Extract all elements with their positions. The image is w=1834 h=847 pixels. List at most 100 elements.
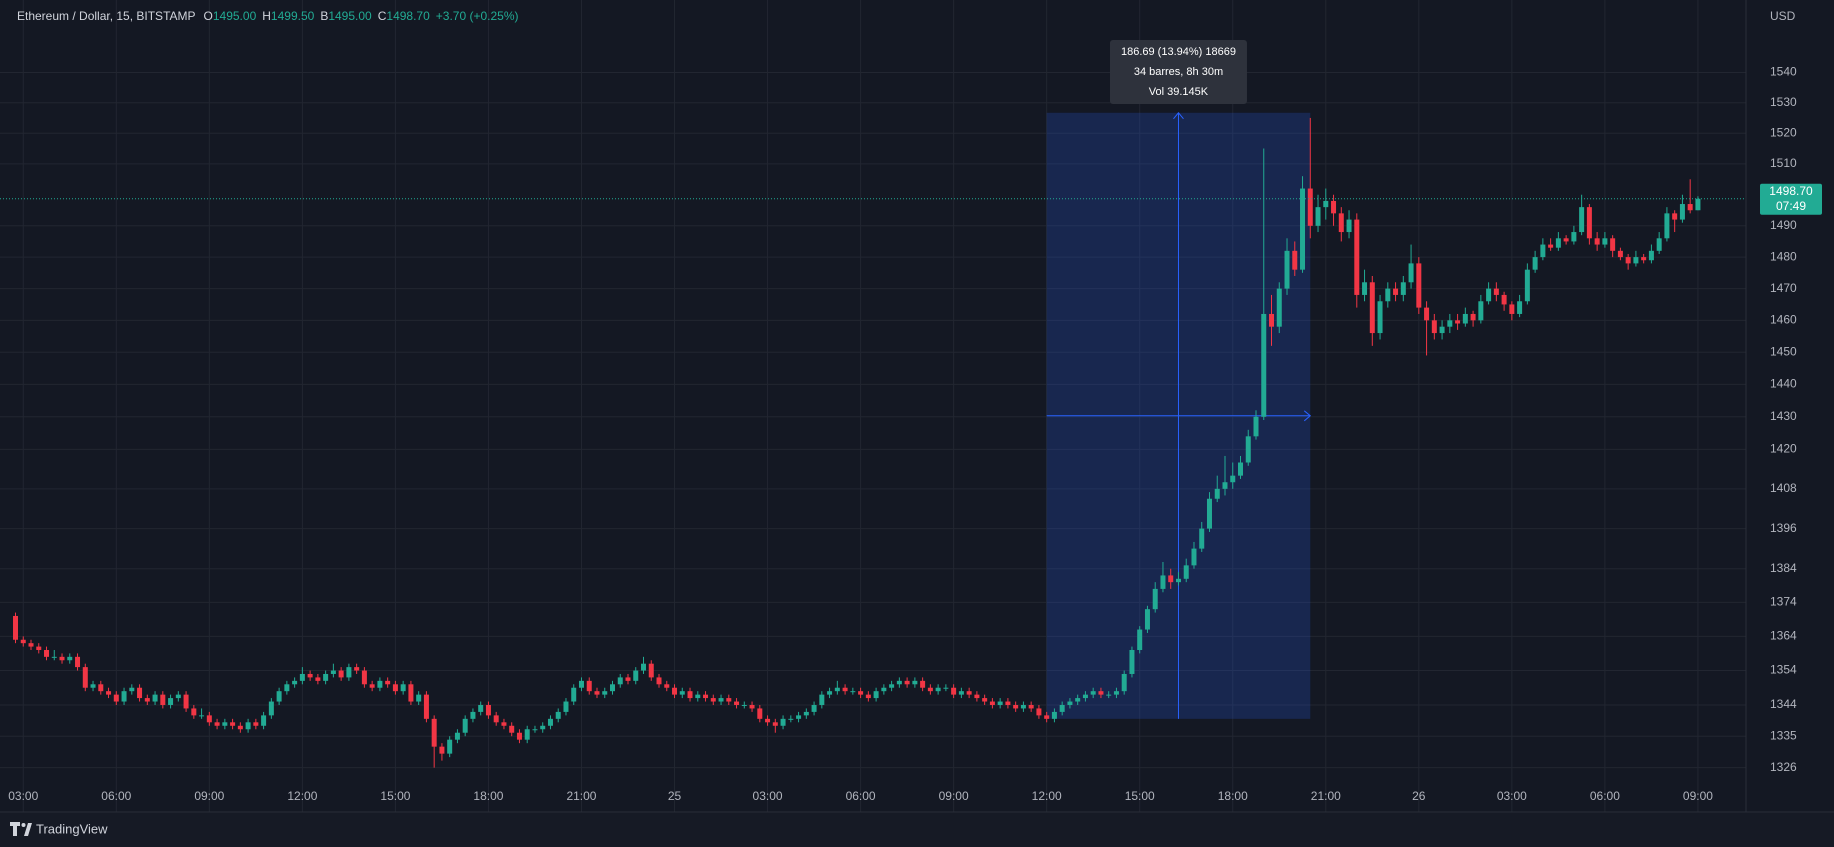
candle-body <box>865 694 871 699</box>
candle-body <box>1113 691 1119 695</box>
candle-body <box>765 718 771 723</box>
candle-body <box>1206 498 1212 529</box>
x-tick-label: 12:00 <box>1032 789 1062 803</box>
candle-body <box>850 691 856 693</box>
candle-body <box>1462 313 1468 324</box>
y-tick-label: 1460 <box>1770 312 1797 326</box>
candle-body <box>369 684 375 688</box>
candle-body <box>966 691 972 695</box>
brand-logo <box>10 822 32 836</box>
o-value: 1495.00 <box>212 9 257 23</box>
candle-body <box>1656 238 1662 251</box>
candle-body <box>1020 704 1026 709</box>
candle-body <box>1338 213 1344 233</box>
y-tick-label: 1450 <box>1770 344 1797 358</box>
change: +3.70 (+0.25%) <box>435 9 519 23</box>
candle-body <box>160 694 166 705</box>
candle-body <box>1121 673 1127 692</box>
candle-body <box>1385 288 1391 302</box>
candle-body <box>1486 288 1492 302</box>
x-tick-label: 21:00 <box>566 789 596 803</box>
candle-body <box>578 680 584 688</box>
candle-body <box>602 691 608 695</box>
x-tick-label: 15:00 <box>1125 789 1155 803</box>
candle-body <box>121 691 127 702</box>
candle-body <box>1137 629 1143 650</box>
candle-body <box>1524 269 1530 302</box>
candle-body <box>1648 250 1654 261</box>
candle-body <box>144 698 150 702</box>
candle-body <box>1369 282 1375 334</box>
candle-body <box>75 656 81 668</box>
candle-body <box>555 711 561 719</box>
candle-body <box>191 708 197 716</box>
measure-text: 186.69 (13.94%) 18669 <box>1121 46 1236 58</box>
candle-body <box>703 694 709 699</box>
y-tick-label: 1344 <box>1770 697 1797 711</box>
candle-body <box>1214 488 1220 499</box>
candle-body <box>935 687 941 692</box>
h-label: H <box>262 9 271 23</box>
candle-body <box>734 701 740 705</box>
candle-body <box>1517 301 1523 314</box>
candle-body <box>106 691 112 695</box>
y-tick-label: 1520 <box>1770 125 1797 139</box>
candle-body <box>1044 715 1050 719</box>
candle-body <box>268 701 274 716</box>
candle-body <box>772 722 778 726</box>
candle-body <box>1633 257 1639 264</box>
x-tick-label: 12:00 <box>287 789 317 803</box>
y-tick-label: 1420 <box>1770 442 1797 456</box>
candle-body <box>1571 232 1577 242</box>
candle-body <box>757 708 763 719</box>
candle-body <box>1548 244 1554 248</box>
candle-body <box>1470 313 1476 321</box>
candle-body <box>1253 416 1259 437</box>
candle-body <box>1331 200 1337 214</box>
candle-body <box>571 687 577 702</box>
candle-body <box>881 687 887 692</box>
x-tick-label: 03:00 <box>1497 789 1527 803</box>
y-tick-label: 1430 <box>1770 409 1797 423</box>
candle-body <box>1431 320 1437 334</box>
candle-body <box>1323 200 1329 208</box>
candle-body <box>1532 257 1538 270</box>
candle-body <box>67 656 73 661</box>
candle-body <box>1408 263 1414 283</box>
candle-body <box>1245 436 1251 463</box>
candle-body <box>1664 213 1670 239</box>
candle-body <box>687 691 693 699</box>
candle-body <box>904 680 910 685</box>
candle-body <box>1237 462 1243 476</box>
legend: Ethereum / Dollar, 15, BITSTAMP O1495.00 H… <box>17 9 525 23</box>
candle-body <box>152 694 158 702</box>
c-label: C <box>377 9 387 23</box>
candle-body <box>1579 207 1585 233</box>
candle-body <box>1051 711 1057 719</box>
y-tick-label: 1470 <box>1770 281 1797 295</box>
candle-body <box>726 698 732 702</box>
candle-body <box>431 718 437 747</box>
measure-varrow <box>1173 112 1184 120</box>
candle-body <box>1400 282 1406 295</box>
candle-body <box>323 673 329 681</box>
candle-body <box>1191 548 1197 566</box>
x-tick-label: 06:00 <box>1590 789 1620 803</box>
candle-body <box>532 729 538 731</box>
x-tick-label: 09:00 <box>194 789 224 803</box>
candle-body <box>90 684 96 688</box>
candle-body <box>803 711 809 716</box>
candle-body <box>44 649 50 657</box>
candle-body <box>1393 288 1399 295</box>
y-tick-label: 1364 <box>1770 629 1797 643</box>
candle-body <box>245 722 251 730</box>
candle-body <box>1160 575 1166 589</box>
candle-body <box>354 667 360 671</box>
candle-body <box>710 698 716 702</box>
candle-body <box>168 698 174 705</box>
candle-body <box>1501 294 1507 305</box>
candle-body <box>788 718 794 720</box>
candle-body <box>819 694 825 705</box>
candle-body <box>113 694 119 702</box>
